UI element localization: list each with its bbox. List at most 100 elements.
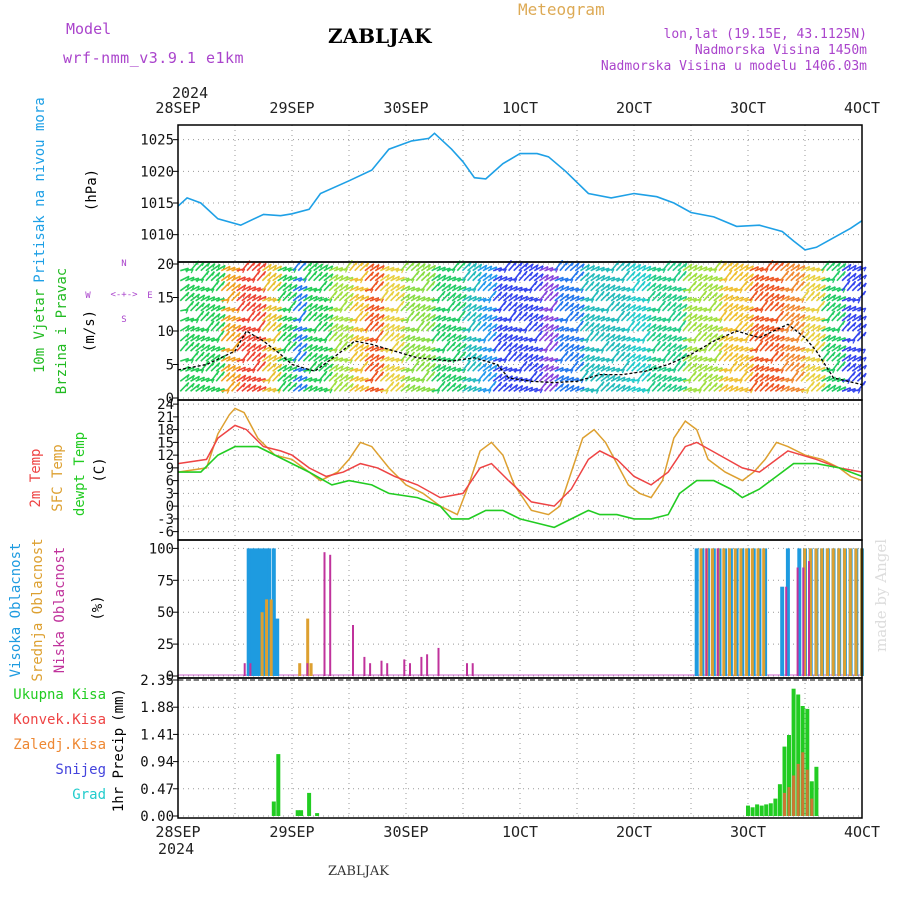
wind-barb bbox=[503, 325, 513, 332]
wind-barb bbox=[379, 322, 390, 332]
wind-barb-flag bbox=[360, 369, 364, 374]
wind-barb-flag bbox=[786, 303, 790, 309]
wind-barb-flag bbox=[304, 302, 308, 307]
wind-barb-flag bbox=[293, 358, 297, 364]
wind-barb-flag bbox=[833, 294, 837, 300]
wind-barb-flag bbox=[324, 280, 328, 286]
wind-barb bbox=[728, 262, 739, 272]
wind-barb-flag bbox=[515, 384, 519, 389]
wind-barb bbox=[349, 383, 359, 392]
wind-barb bbox=[431, 273, 442, 282]
wind-barb-flag bbox=[196, 301, 200, 307]
wind-barb-flag bbox=[612, 375, 616, 380]
wind-barb-flag bbox=[525, 303, 529, 309]
wind-barb-flag bbox=[417, 303, 421, 309]
wind-barb-flag bbox=[458, 334, 462, 340]
wind-barb-flag bbox=[617, 301, 621, 307]
wind-barb bbox=[379, 314, 390, 322]
wind-barb-flag bbox=[832, 368, 836, 374]
wind-barb-flag bbox=[724, 310, 728, 315]
wind-barb bbox=[841, 353, 852, 362]
wind-barb bbox=[502, 383, 513, 392]
wind-barb bbox=[354, 294, 365, 302]
wind-barb bbox=[600, 373, 611, 382]
wind-barb bbox=[785, 263, 796, 272]
wind-barb-flag bbox=[422, 361, 426, 367]
wind-barb-flag bbox=[468, 328, 472, 333]
wind-barb-flag bbox=[320, 304, 324, 310]
wind-barb-flag bbox=[442, 331, 446, 337]
wind-barb-flag bbox=[699, 273, 703, 279]
wind-barb-flag bbox=[462, 368, 467, 374]
wind-barb bbox=[215, 272, 226, 282]
wind-barb bbox=[728, 287, 738, 292]
wind-barb bbox=[621, 287, 631, 292]
wind-barb-flag bbox=[325, 264, 329, 270]
wind-barb bbox=[728, 385, 739, 393]
wind-barb bbox=[718, 375, 729, 382]
wind-barb-flag bbox=[339, 308, 343, 313]
wind-barb-flag bbox=[530, 263, 534, 269]
wind-barb bbox=[687, 313, 698, 322]
wind-barb-flag bbox=[365, 270, 369, 276]
wind-barb bbox=[697, 372, 708, 382]
wind-barb-flag bbox=[673, 278, 677, 283]
wind-barb bbox=[544, 274, 554, 282]
wind-barb bbox=[251, 294, 262, 302]
wind-barb bbox=[426, 272, 436, 282]
ytick-label: 0.00 bbox=[140, 809, 174, 825]
wind-barb bbox=[313, 353, 324, 362]
wind-barb-flag bbox=[484, 264, 488, 270]
wind-barb-flag bbox=[499, 373, 503, 379]
wind-barb-flag bbox=[421, 288, 425, 293]
wind-barb-flag bbox=[674, 384, 678, 390]
wind-barb bbox=[492, 365, 503, 372]
wind-barb bbox=[739, 264, 749, 272]
wind-barb bbox=[646, 372, 657, 382]
wind-barb-flag bbox=[636, 379, 641, 384]
wind-barb bbox=[585, 272, 596, 282]
wind-barb-flag bbox=[243, 284, 247, 290]
wind-barb bbox=[657, 366, 667, 372]
wind-barb bbox=[626, 345, 637, 352]
wind-barb bbox=[508, 367, 518, 372]
wind-barb bbox=[733, 353, 744, 362]
ytick-label: 100 bbox=[149, 541, 174, 557]
wind-barb-flag bbox=[268, 305, 272, 310]
wind-barb bbox=[831, 352, 842, 362]
cloud-bar-low bbox=[243, 663, 246, 676]
wind-barb-flag bbox=[611, 300, 615, 306]
wind-barb-flag bbox=[242, 358, 246, 364]
wind-barb bbox=[759, 283, 770, 292]
ytick-label: 50 bbox=[157, 605, 174, 621]
wind-barb bbox=[780, 295, 790, 302]
wind-barb bbox=[179, 381, 190, 392]
wind-barb-flag bbox=[283, 372, 288, 378]
wind-barb bbox=[246, 335, 257, 342]
wind-barb bbox=[544, 357, 554, 362]
wind-barb-flag bbox=[750, 330, 754, 336]
wind-barb bbox=[189, 301, 200, 312]
wind-barb bbox=[210, 296, 220, 302]
wind-barb bbox=[385, 323, 395, 332]
wind-barb-flag bbox=[227, 274, 231, 279]
cloud-bar-mid bbox=[739, 548, 743, 676]
wind-barb-flag bbox=[221, 371, 225, 376]
wind-barb-flag bbox=[273, 363, 277, 368]
compass-rose: N E S W <-+-> bbox=[85, 259, 152, 325]
wind-barb-flag bbox=[621, 368, 625, 374]
wind-barb-flag bbox=[766, 382, 770, 387]
cloud-bar-mid bbox=[750, 548, 754, 676]
wind-barb bbox=[672, 377, 682, 382]
wind-barb-flag bbox=[345, 341, 349, 346]
wind-barb-flag bbox=[366, 262, 370, 268]
cloud-bar-mid bbox=[745, 548, 749, 676]
wind-barb bbox=[774, 384, 785, 392]
wind-barb-flag bbox=[827, 383, 832, 389]
wind-barb-flag bbox=[858, 364, 862, 369]
wind-barb-flag bbox=[212, 263, 216, 268]
wind-barb-flag bbox=[520, 344, 524, 349]
wind-barb bbox=[610, 293, 621, 302]
wind-barb bbox=[318, 272, 329, 282]
wind-barb bbox=[446, 374, 457, 382]
